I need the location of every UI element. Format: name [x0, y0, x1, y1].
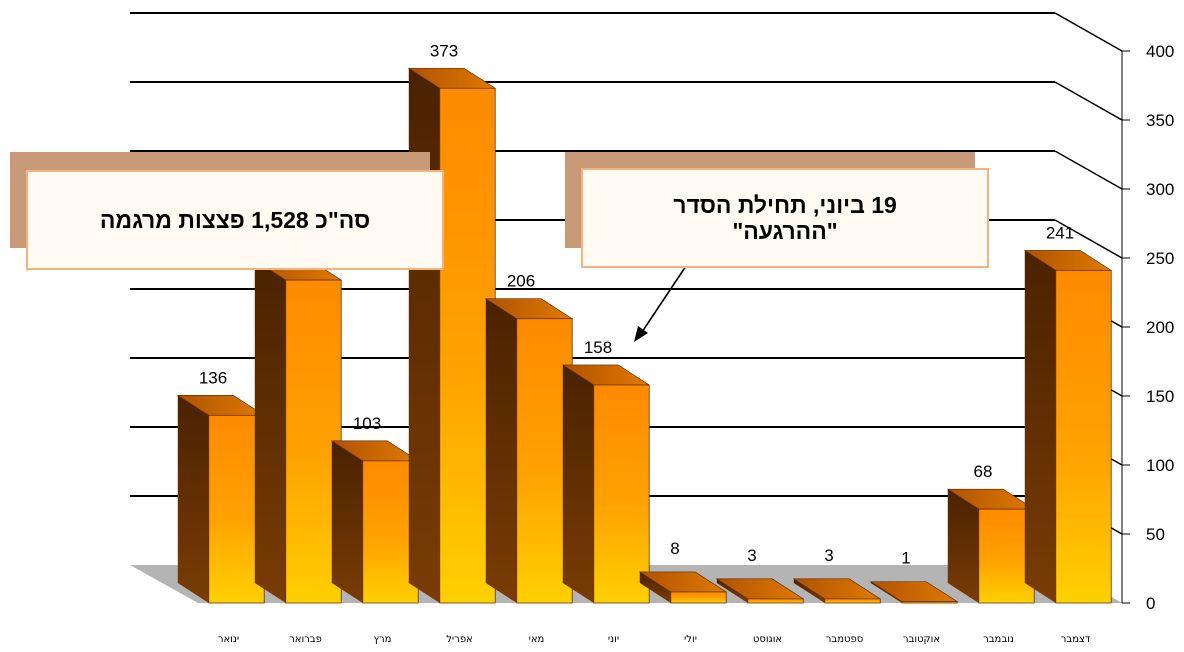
bar-side: [1024, 250, 1056, 604]
y-tick-label: 250: [1146, 249, 1174, 268]
category-label: דצמבר: [1061, 634, 1091, 645]
category-label: ינואר: [218, 634, 239, 645]
data-label: 3: [747, 546, 756, 565]
bar-side: [485, 298, 517, 603]
category-label: פברואר: [289, 634, 322, 645]
y-tick-label: 0: [1146, 594, 1155, 613]
data-label: 158: [584, 338, 612, 357]
data-label: 206: [507, 272, 535, 291]
category-label: מרץ: [374, 634, 392, 645]
y-tick-label: 100: [1146, 456, 1174, 475]
category-label: נובמבר: [983, 634, 1014, 645]
bar: [593, 384, 650, 604]
category-label: יולי: [684, 634, 697, 645]
bar-side: [562, 364, 594, 603]
y-tick-label: 400: [1146, 42, 1174, 61]
bar-side: [716, 578, 748, 603]
category-label: אפריל: [446, 634, 473, 645]
y-tick-label: 200: [1146, 318, 1174, 337]
gridline-depth: [1054, 81, 1123, 121]
gridline-depth: [1054, 150, 1123, 190]
data-label: 373: [430, 41, 458, 60]
category-label: יוני: [608, 634, 619, 645]
data-label: 1: [901, 549, 910, 568]
bar-side: [331, 440, 363, 603]
bar: [901, 601, 958, 604]
category-label: אוקטובר: [903, 634, 940, 645]
bar-side: [254, 260, 286, 603]
bar-side: [177, 395, 209, 603]
data-label: 3: [824, 546, 833, 565]
y-tick-label: 350: [1146, 111, 1174, 130]
y-tick-label: 300: [1146, 180, 1174, 199]
data-label: 241: [1046, 223, 1074, 242]
data-label: 8: [670, 539, 679, 558]
june-callout-text: 19 ביוני, תחילת הסדר "ההרגעה": [581, 168, 989, 268]
total-callout-text: סה"כ 1,528 פצצות מרגמה: [26, 170, 444, 270]
bar: [824, 598, 881, 604]
data-label: 68: [974, 462, 993, 481]
bar: [747, 598, 804, 604]
bar-side: [639, 571, 671, 603]
gridline-depth: [1054, 12, 1123, 52]
y-tick-label: 50: [1146, 525, 1165, 544]
annotation-arrow-head: [634, 326, 648, 342]
gridline-depth: [1054, 219, 1123, 259]
category-label: אוגוסט: [753, 634, 782, 645]
category-label: ספטמבר: [826, 634, 863, 645]
bar-side: [408, 68, 440, 603]
bar-side: [793, 578, 825, 603]
bar-side: [947, 489, 979, 603]
bar: [1055, 270, 1112, 604]
y-tick-label: 150: [1146, 387, 1174, 406]
category-label: מאי: [529, 634, 545, 645]
data-label: 103: [353, 414, 381, 433]
bar: [670, 591, 727, 604]
annotation-arrow-line: [641, 265, 687, 333]
data-label: 136: [199, 368, 227, 387]
